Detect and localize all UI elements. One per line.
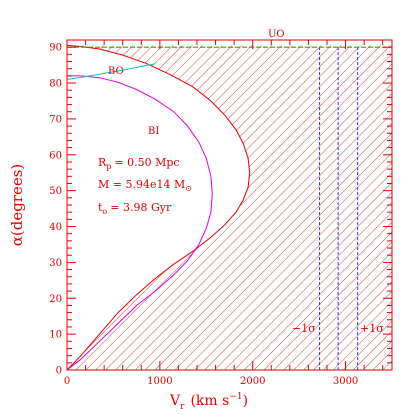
- y-tick-label-60: 60: [49, 150, 62, 161]
- x-tick-label-2000: 2000: [240, 376, 265, 387]
- time-param: to = 3.98 Gyr: [98, 201, 172, 216]
- rp-param: Rp = 0.50 Mpc: [98, 156, 180, 171]
- x-tick-label-3000: 3000: [333, 376, 358, 387]
- x-tick-label-0: 0: [64, 376, 70, 387]
- hatched-region: [67, 45, 392, 370]
- y-tick-label-0: 0: [56, 366, 62, 377]
- y-tick-label-90: 90: [49, 43, 62, 54]
- minus-sigma-label: −1σ: [292, 322, 316, 335]
- mass-param: M = 5.94e14 M⊙: [98, 178, 192, 193]
- y-tick-label-10: 10: [49, 330, 62, 341]
- x-axis-title: Vr (km s−1): [169, 392, 248, 412]
- y-tick-label-80: 80: [49, 79, 62, 90]
- plus-sigma-label: +1σ: [360, 322, 384, 335]
- axis-ticks: [66, 40, 392, 371]
- y-tick-label-40: 40: [49, 222, 62, 233]
- x-tick-label-1000: 1000: [147, 376, 172, 387]
- y-tick-label-50: 50: [49, 186, 62, 197]
- uo-label: UO: [268, 29, 285, 40]
- y-tick-label-20: 20: [49, 294, 62, 305]
- bi-curve: [67, 75, 213, 370]
- y-axis-title: α(degrees): [8, 164, 26, 247]
- y-tick-label-70: 70: [49, 114, 62, 125]
- bo-label: BO: [108, 66, 124, 77]
- axis-tick-labels: 0 1000 2000 3000 0 10 20 30 40 50 60 70 80 90: [49, 43, 358, 387]
- bi-label: BI: [148, 126, 159, 137]
- plot-area: [67, 44, 392, 370]
- sigma-lines: [319, 47, 359, 370]
- y-tick-label-30: 30: [49, 258, 62, 269]
- bo-curve: [67, 63, 156, 80]
- allowed-region: [67, 45, 250, 370]
